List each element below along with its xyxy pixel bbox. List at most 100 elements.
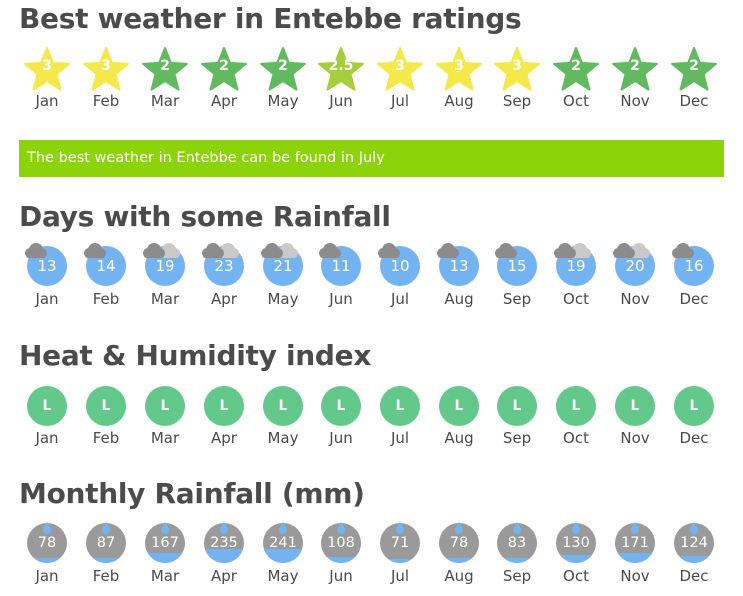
month-label: Jul [390,567,410,585]
monthly-rainfall-item: 71 Jul [375,522,425,593]
month-label: Feb [92,92,120,110]
rating-item: 2 Dec [669,47,719,117]
rating-value: 2 [630,58,640,74]
monthly-rainfall-value: 108 [327,535,355,551]
month-label: Aug [444,429,474,447]
monthly-rainfall-value: 124 [680,535,708,551]
month-label: Sep [502,429,532,447]
heat-humidity-item: L Dec [669,386,719,456]
heat-humidity-item: L Nov [610,386,660,456]
month-label: Apr [211,290,237,308]
rating-item: 2 Mar [140,47,190,117]
heat-humidity-value: L [263,386,303,426]
rainfall-level-fill [321,556,361,563]
month-label: Apr [211,429,237,447]
monthly-rainfall-item: 241 May [258,522,308,593]
heat-humidity-title: Heat & Humidity index [19,339,372,372]
monthly-rainfall-value: 71 [390,535,410,551]
heat-humidity-item: L Jun [316,386,366,456]
rainfall-days-item: 13 Aug [434,243,484,316]
ratings-row: 3 Jan 3 Feb 2 Mar 2 Apr 2 May 2.5 Jun 3 Jul 3 Aug 3 Sep 2 O… [0,47,743,117]
rainfall-level-fill [556,555,596,563]
raindrop-icon [102,522,110,534]
rating-value: 2 [278,58,288,74]
cloud-icon [261,243,283,258]
rainfall-level-fill [263,548,303,563]
raindrop-icon [279,522,287,534]
month-label: Nov [620,429,650,447]
heat-humidity-value: L [556,386,596,426]
heat-humidity-item: L Aug [434,386,484,456]
rainfall-days-row: 13 Jan 14 Feb 19 Mar 23 Apr 21 May 11 Jun 10 Jul 13 Aug… [0,243,743,316]
monthly-rainfall-circle: 87 [86,523,126,563]
month-label: Jul [390,92,410,110]
rainfall-days-item: 21 May [258,243,308,316]
month-label: Mar [150,429,180,447]
month-label: Sep [502,290,532,308]
monthly-rainfall-value: 235 [210,535,238,551]
heat-humidity-row: L Jan L Feb L Mar L Apr L May L Jun L Jul L Aug L Sep L Oct… [0,386,743,456]
cloud-icon [569,243,591,258]
month-label: May [267,429,299,447]
month-label: Dec [679,290,709,308]
rainfall-level-fill [145,553,185,563]
raindrop-icon [220,522,228,534]
month-label: Jan [35,429,59,447]
monthly-rainfall-item: 87 Feb [81,522,131,593]
rating-item: 3 Jan [22,47,72,117]
month-label: Mar [150,92,180,110]
month-label: Oct [563,290,589,308]
rainfall-days-item: 13 Jan [22,243,72,316]
rating-item: 3 Aug [434,47,484,117]
month-label: Aug [444,567,474,585]
monthly-rainfall-value: 167 [151,535,179,551]
rating-item: 3 Jul [375,47,425,117]
heat-humidity-value: L [439,386,479,426]
rainfall-days-item: 11 Jun [316,243,366,316]
cloud-icon [25,243,47,258]
star-icon [318,47,364,91]
month-label: May [267,567,299,585]
heat-humidity-value: L [321,386,361,426]
monthly-rainfall-circle: 241 [263,523,303,563]
rainfall-days-value: 14 [86,246,126,286]
rating-item: 2 Apr [199,47,249,117]
month-label: Nov [620,92,650,110]
month-label: Dec [679,92,709,110]
month-label: Jun [329,567,353,585]
star-icon [612,47,658,91]
raindrop-icon [572,522,580,534]
heat-humidity-item: L Jul [375,386,425,456]
cloud-icon [613,243,635,258]
month-label: Feb [92,567,120,585]
rating-value: 3 [454,58,464,74]
raindrop-icon [513,522,521,534]
rainfall-days-item: 16 Dec [669,243,719,316]
cloud-icon [672,243,694,258]
rainfall-days-title: Days with some Rainfall [19,200,391,233]
heat-humidity-value: L [615,386,655,426]
best-weather-banner: The best weather in Entebbe can be found… [19,140,724,177]
monthly-rainfall-item: 167 Mar [140,522,190,593]
raindrop-icon [690,522,698,534]
rainfall-days-item: 19 Oct [551,243,601,316]
month-label: Mar [150,290,180,308]
rainfall-days-item: 14 Feb [81,243,131,316]
month-label: Apr [211,567,237,585]
rating-item: 2.5 Jun [316,47,366,117]
monthly-rainfall-row: 78 Jan 87 Feb 167 Mar 235 Apr 241 May 108 Jun 71 Jul 7… [0,522,743,593]
cloud-icon [437,243,459,258]
raindrop-icon [161,522,169,534]
rating-value: 2 [219,58,229,74]
month-label: Aug [444,92,474,110]
rainfall-days-item: 19 Mar [140,243,190,316]
rainfall-days-item: 10 Jul [375,243,425,316]
cloud-icon [319,243,341,258]
heat-humidity-value: L [145,386,185,426]
heat-humidity-value: L [380,386,420,426]
heat-humidity-item: L May [258,386,308,456]
monthly-rainfall-value: 83 [507,535,527,551]
rating-item: 2 Oct [551,47,601,117]
rating-value: 3 [101,58,111,74]
heat-humidity-item: L Feb [81,386,131,456]
